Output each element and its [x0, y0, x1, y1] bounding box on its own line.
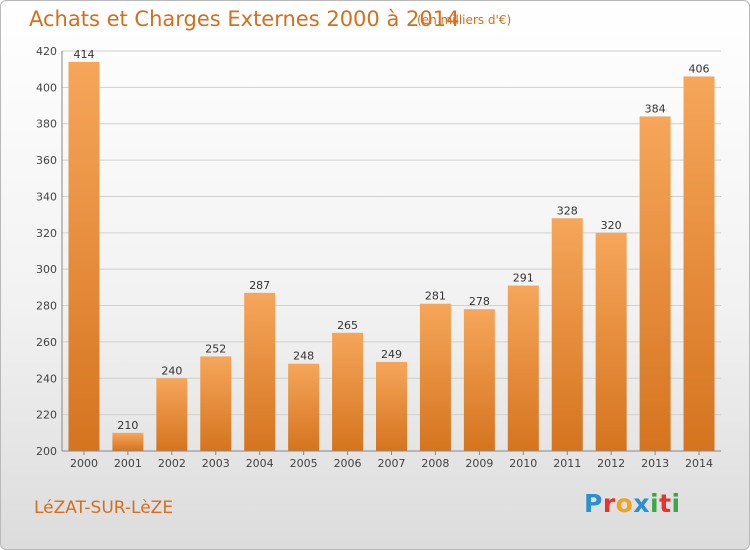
data-label-2014: 406: [689, 62, 710, 75]
data-label-2013: 384: [645, 102, 666, 115]
x-tick-label: 2014: [685, 457, 713, 470]
data-label-2008: 281: [425, 290, 446, 303]
y-tick-label: 420: [36, 45, 57, 58]
logo-letter: r: [602, 489, 616, 518]
bar-2009[interactable]: [463, 309, 495, 451]
x-tick-label: 2002: [158, 457, 186, 470]
logo-letter: i: [671, 489, 681, 518]
logo-letter: o: [615, 489, 634, 518]
x-tick-label: 2007: [378, 457, 406, 470]
data-label-2005: 248: [293, 350, 314, 363]
data-label-2002: 240: [161, 364, 182, 377]
y-tick-label: 360: [36, 154, 57, 167]
x-tick-label: 2004: [246, 457, 274, 470]
data-label-2000: 414: [73, 48, 94, 61]
y-tick-label: 340: [36, 190, 57, 203]
chart-subtitle: (en milliers d'€): [417, 13, 512, 27]
y-tick-label: 220: [36, 409, 57, 422]
proxiti-logo[interactable]: Proxiti: [584, 489, 681, 518]
data-label-2009: 278: [469, 295, 490, 308]
bar-2000[interactable]: [68, 61, 100, 452]
y-tick-label: 300: [36, 263, 57, 276]
y-tick-label: 380: [36, 118, 57, 131]
x-tick-label: 2005: [290, 457, 318, 470]
y-tick-label: 320: [36, 227, 57, 240]
y-tick-label: 280: [36, 300, 57, 313]
x-tick-label: 2012: [597, 457, 625, 470]
x-tick-label: 2008: [421, 457, 449, 470]
bar-2013[interactable]: [639, 116, 671, 452]
x-tick-label: 2006: [334, 457, 362, 470]
data-label-2010: 291: [513, 272, 534, 285]
y-tick-label: 240: [36, 372, 57, 385]
x-tick-label: 2009: [465, 457, 493, 470]
bar-2011[interactable]: [551, 218, 583, 451]
data-label-2001: 210: [117, 419, 138, 432]
bar-2005[interactable]: [288, 363, 320, 451]
x-tick-label: 2010: [509, 457, 537, 470]
y-tick-label: 260: [36, 336, 57, 349]
x-tick-label: 2011: [553, 457, 581, 470]
logo-letter: x: [633, 489, 650, 518]
bar-2012[interactable]: [595, 232, 627, 451]
chart-title: Achats et Charges Externes 2000 à 2014: [29, 7, 460, 31]
data-label-2012: 320: [601, 219, 622, 232]
data-label-2011: 328: [557, 204, 578, 217]
bar-2008[interactable]: [419, 303, 451, 451]
data-label-2004: 287: [249, 279, 270, 292]
x-tick-label: 2003: [202, 457, 230, 470]
logo-letter: i: [650, 489, 660, 518]
place-name: LéZAT-SUR-LèZE: [34, 498, 174, 518]
bar-2007[interactable]: [376, 361, 407, 451]
data-label-2007: 249: [381, 348, 402, 361]
data-label-2003: 252: [205, 342, 226, 355]
x-tick-label: 2000: [70, 457, 98, 470]
x-tick-label: 2001: [114, 457, 142, 470]
logo-letter: P: [584, 489, 603, 518]
y-tick-label: 200: [36, 445, 57, 458]
bar-2006[interactable]: [332, 332, 364, 451]
bar-2004[interactable]: [244, 292, 276, 451]
bar-2003[interactable]: [200, 356, 232, 451]
x-tick-label: 2013: [641, 457, 669, 470]
bar-2002[interactable]: [156, 378, 188, 451]
bar-2010[interactable]: [507, 285, 539, 451]
bar-2001[interactable]: [112, 432, 144, 451]
data-label-2006: 265: [337, 319, 358, 332]
bar-2014[interactable]: [683, 76, 715, 452]
y-tick-label: 400: [36, 81, 57, 94]
logo-letter: t: [659, 489, 672, 518]
